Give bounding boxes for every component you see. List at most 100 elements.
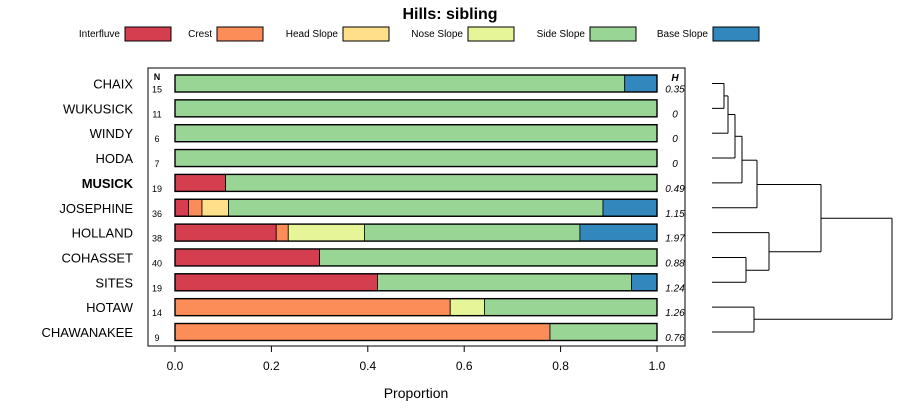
- legend-swatch: [712, 26, 760, 42]
- bar-segment: [377, 273, 632, 292]
- n-value: 19: [152, 184, 162, 194]
- bar-outline: [174, 223, 658, 242]
- bar-segment: [287, 223, 365, 242]
- bar-outline: [174, 123, 658, 143]
- bar-outline: [174, 297, 658, 317]
- n-value: 38: [152, 234, 162, 244]
- n-value: 7: [154, 159, 159, 169]
- legend-swatch: [342, 26, 390, 42]
- h-value: 0.35: [665, 85, 685, 96]
- x-axis: 0.0 0.2 0.4 0.6 0.8 1.0: [167, 346, 666, 373]
- row-label: MUSICK: [82, 176, 134, 191]
- n-value: 40: [152, 258, 162, 268]
- x-tick-label: 0.2: [263, 359, 280, 373]
- n-value: 19: [152, 283, 162, 293]
- x-tick-label: 1.0: [649, 359, 666, 373]
- legend-swatch: [589, 26, 637, 42]
- h-value: 1.15: [665, 209, 685, 220]
- bar-outline: [174, 173, 658, 193]
- dendrogram: [712, 83, 893, 333]
- bar-row: JOSEPHINE 36 1.15: [59, 198, 685, 220]
- h-value: 0.49: [665, 184, 685, 195]
- bar-segment: [579, 223, 658, 242]
- n-value: 15: [152, 85, 162, 95]
- bar-outline: [174, 148, 658, 168]
- bar-segment: [174, 173, 227, 192]
- bar-segment: [174, 248, 321, 267]
- legend-label: Crest: [188, 29, 212, 40]
- bar-segment: [174, 198, 189, 217]
- x-tick-label: 0.8: [552, 359, 569, 373]
- row-label: WINDY: [90, 126, 134, 141]
- bar-segment: [549, 323, 658, 341]
- legend: Interfluve Crest Head Slope Nose Slope Side …: [79, 26, 760, 42]
- h-value: 1.97: [665, 234, 685, 245]
- bar-outline: [174, 99, 658, 118]
- row-label: SITES: [95, 275, 133, 290]
- bar-rows: CHAIX 15 0.35 WUKUSICK 11 0 WINDY 6 0 HODA 7 0 MUSIC…: [42, 74, 685, 344]
- bar-segment: [188, 198, 203, 217]
- x-tick-label: 0.0: [167, 359, 184, 373]
- bar-segment: [319, 248, 658, 267]
- plot-panel: [147, 67, 686, 347]
- n-column-header: N: [154, 72, 161, 82]
- h-value: 0: [672, 109, 678, 120]
- bar-outline: [174, 273, 658, 292]
- n-value: 9: [154, 333, 159, 343]
- bar-segment: [201, 198, 229, 217]
- bar-segment: [602, 198, 658, 217]
- bar-segment: [484, 298, 658, 317]
- h-value: 0: [672, 159, 678, 170]
- row-label: WUKUSICK: [63, 101, 133, 116]
- row-label: COHASSET: [61, 250, 133, 265]
- bar-segment: [174, 74, 626, 93]
- x-tick-label: 0.4: [359, 359, 376, 373]
- row-label: JOSEPHINE: [59, 201, 133, 216]
- bar-row: MUSICK 19 0.49: [82, 173, 685, 195]
- bar-segment: [225, 173, 658, 192]
- h-value: 0.88: [665, 258, 685, 269]
- bar-row: HOTAW 14 1.26: [86, 297, 685, 319]
- legend-label: Interfluve: [79, 29, 121, 40]
- row-label: CHAWANAKEE: [42, 325, 134, 340]
- bar-row: CHAIX 15 0.35: [93, 74, 685, 96]
- bar-outline: [174, 248, 658, 267]
- h-value: 1.24: [665, 283, 685, 294]
- n-value: 36: [152, 209, 162, 219]
- legend-swatch: [124, 26, 172, 42]
- legend-swatch: [216, 26, 264, 42]
- bar-row: WINDY 6 0: [90, 123, 678, 145]
- x-tick-label: 0.6: [456, 359, 473, 373]
- bar-segment: [174, 124, 658, 143]
- x-axis-label: Proportion: [384, 385, 449, 401]
- bar-segment: [174, 149, 658, 167]
- bar-segment: [174, 323, 551, 341]
- row-label: HOLLAND: [72, 226, 133, 241]
- legend-label: Head Slope: [286, 29, 339, 40]
- n-value: 6: [154, 134, 159, 144]
- bar-segment: [174, 99, 658, 118]
- row-label: HODA: [95, 151, 133, 166]
- bar-segment: [174, 223, 277, 242]
- bar-row: CHAWANAKEE 9 0.76: [42, 322, 685, 344]
- bar-row: HOLLAND 38 1.97: [72, 223, 685, 245]
- bar-segment: [449, 298, 485, 317]
- bar-row: WUKUSICK 11 0: [63, 99, 678, 120]
- legend-label: Side Slope: [537, 29, 586, 40]
- bar-row: HODA 7 0: [95, 148, 678, 170]
- h-value: 1.26: [665, 308, 685, 319]
- bar-outline: [174, 322, 658, 342]
- legend-swatch: [467, 26, 515, 42]
- bar-row: SITES 19 1.24: [95, 273, 685, 294]
- legend-label: Base Slope: [657, 29, 709, 40]
- bar-segment: [624, 74, 658, 93]
- bar-segment: [174, 273, 378, 292]
- bar-outline: [174, 198, 658, 217]
- bar-segment: [275, 223, 289, 242]
- bar-segment: [174, 298, 451, 317]
- row-label: HOTAW: [86, 300, 134, 315]
- h-column-header: H: [671, 73, 679, 84]
- n-value: 11: [152, 109, 161, 119]
- row-label: CHAIX: [93, 77, 133, 92]
- h-value: 0.76: [665, 333, 685, 344]
